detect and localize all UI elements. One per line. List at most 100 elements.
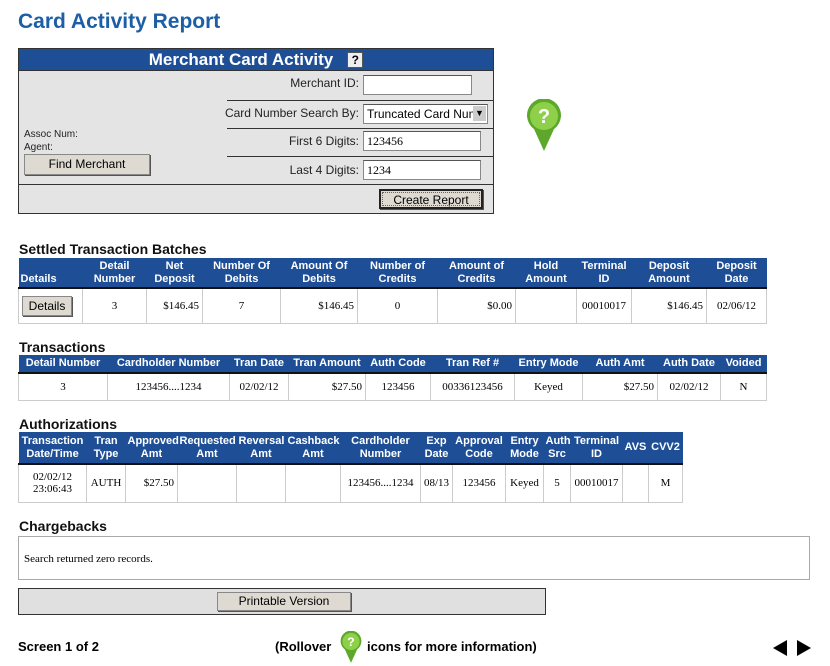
column-header: Amount of Credits (437, 258, 516, 289)
table-cell (285, 463, 341, 503)
last4-label: Last 4 Digits: (289, 163, 359, 177)
panel-title: Merchant Card Activity (148, 50, 334, 69)
column-header: Terminal ID (576, 258, 632, 289)
table-cell: $146.45 (280, 287, 358, 324)
column-header: Deposit Amount (631, 258, 707, 289)
settled-section-title: Settled Transaction Batches (19, 241, 207, 257)
table-cell: 123456....1234 (107, 372, 230, 401)
column-header: Entry Mode (505, 432, 544, 465)
column-header: Approval Code (452, 432, 506, 465)
merchant-id-label: Merchant ID: (290, 76, 359, 90)
rollover-text-pre: (Rollover (275, 639, 332, 654)
table-cell: Details (18, 287, 83, 324)
column-header: Tran Date (229, 355, 289, 374)
column-header: Net Deposit (146, 258, 203, 289)
svg-text:?: ? (538, 106, 550, 128)
page-title: Card Activity Report (18, 10, 221, 33)
table-cell: $27.50 (125, 463, 178, 503)
column-header: Tran Amount (288, 355, 366, 374)
details-button[interactable]: Details (22, 295, 72, 316)
table-row: Details 3 $146.45 7 $146.45 0 $0.00 00010017 $14… (18, 287, 767, 324)
column-header: Voided (720, 355, 767, 374)
table-cell: 123456 (452, 463, 506, 503)
svg-text:?: ? (347, 635, 354, 649)
column-header: Detail Number (18, 355, 108, 374)
panel-header: Merchant Card Activity? (19, 49, 493, 71)
table-cell: $0.00 (437, 287, 516, 324)
table-cell (236, 463, 286, 503)
column-header: Tran Type (86, 432, 126, 465)
column-header: Detail Number (82, 258, 147, 289)
printable-version-button[interactable]: Printable Version (217, 592, 351, 611)
screen-indicator: Screen 1 of 2 (18, 639, 99, 654)
table-cell: $146.45 (146, 287, 203, 324)
column-header: Cardholder Number (107, 355, 230, 374)
table-cell: Keyed (505, 463, 544, 503)
help-icon[interactable]: ? (347, 52, 364, 68)
search-by-value: Truncated Card Numb (367, 107, 486, 121)
table-cell: 123456....1234 (340, 463, 421, 503)
table-cell: 0 (357, 287, 438, 324)
table-cell: AUTH (86, 463, 126, 503)
first6-label: First 6 Digits: (288, 134, 359, 148)
merchant-id-input[interactable] (363, 75, 472, 95)
search-by-select[interactable]: Truncated Card Numb ▼ (363, 104, 488, 124)
search-by-label: Card Number Search By: (224, 106, 359, 120)
green-question-pin-icon[interactable]: ? (526, 99, 562, 151)
column-header: Transaction Date/Time (18, 432, 87, 465)
column-header: Auth Code (365, 355, 431, 374)
table-cell: $146.45 (631, 287, 707, 324)
authorizations-section-title: Authorizations (19, 416, 117, 432)
find-merchant-button[interactable]: Find Merchant (24, 154, 150, 175)
table-cell: 00336123456 (430, 372, 515, 401)
transactions-table: Detail Number Cardholder Number Tran Date T… (18, 355, 767, 401)
column-header: Terminal ID (570, 432, 623, 465)
create-report-button[interactable]: Create Report (379, 189, 483, 209)
table-cell: 7 (202, 287, 281, 324)
column-header: Exp Date (420, 432, 453, 465)
table-cell: 123456 (365, 372, 431, 401)
column-header: Auth Src (543, 432, 571, 465)
table-cell: 3 (82, 287, 147, 324)
column-header: AVS (622, 432, 649, 465)
authorizations-table: Transaction Date/Time Tran Type Approved A… (18, 432, 683, 503)
table-cell: M (648, 463, 683, 503)
chargebacks-message: Search returned zero records. (24, 553, 153, 565)
table-cell (177, 463, 237, 503)
column-header: Reversal Amt (236, 432, 286, 465)
table-cell: 08/13 (420, 463, 453, 503)
rollover-text-post: icons for more information) (367, 639, 537, 654)
first6-input[interactable]: 123456 (363, 131, 481, 151)
table-cell (622, 463, 649, 503)
column-header: Details (18, 258, 83, 289)
settled-batches-table: Details Detail Number Net Deposit Number Of… (18, 258, 767, 324)
column-header: Cashback Amt (285, 432, 341, 465)
table-cell: 00010017 (570, 463, 623, 503)
column-header: Amount Of Debits (280, 258, 358, 289)
table-cell: 02/02/12 23:06:43 (18, 463, 87, 503)
prev-arrow-icon[interactable] (772, 640, 788, 656)
next-arrow-icon[interactable] (796, 640, 812, 656)
column-header: Entry Mode (514, 355, 583, 374)
last4-input[interactable]: 1234 (363, 160, 481, 180)
column-header: CVV2 (648, 432, 683, 465)
transactions-section-title: Transactions (19, 339, 106, 355)
column-header: Tran Ref # (430, 355, 515, 374)
table-cell: $27.50 (288, 372, 366, 401)
column-header: Number Of Debits (202, 258, 281, 289)
table-cell: 3 (18, 372, 108, 401)
column-header: Auth Amt (582, 355, 658, 374)
table-cell: $27.50 (582, 372, 658, 401)
table-cell: N (720, 372, 767, 401)
chevron-down-icon[interactable]: ▼ (473, 106, 486, 121)
column-header: Hold Amount (515, 258, 577, 289)
table-cell: Keyed (514, 372, 583, 401)
table-cell (515, 287, 577, 324)
table-cell: 02/06/12 (706, 287, 767, 324)
table-cell: 02/02/12 (229, 372, 289, 401)
column-header: Deposit Date (706, 258, 767, 289)
printable-bar: Printable Version (18, 588, 546, 615)
column-header: Number of Credits (357, 258, 438, 289)
column-header: Auth Date (657, 355, 721, 374)
table-cell: 02/02/12 (657, 372, 721, 401)
